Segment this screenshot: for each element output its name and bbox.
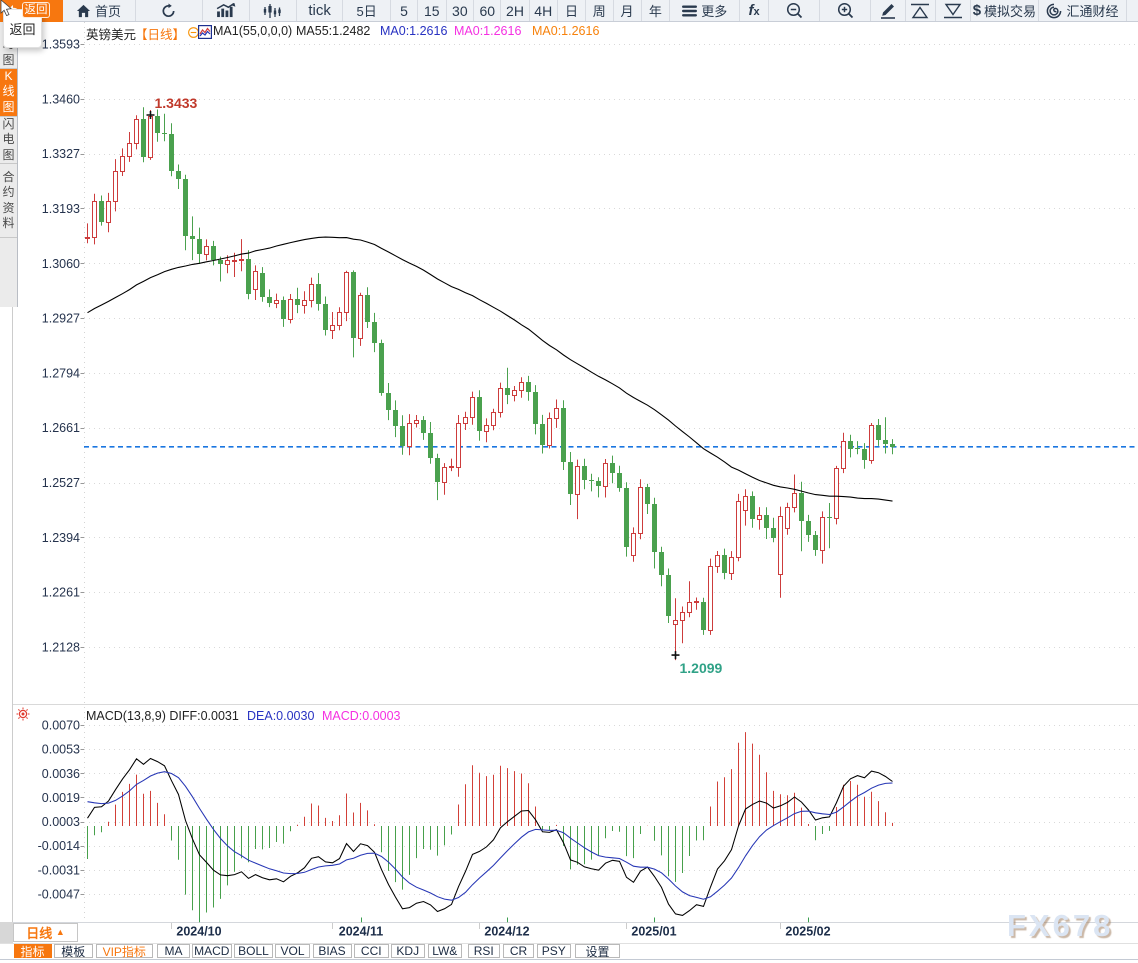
svg-text:1.3327: 1.3327 [42, 147, 80, 161]
svg-text:-0.0031: -0.0031 [38, 863, 80, 877]
svg-text:0.0003: 0.0003 [42, 815, 80, 829]
svg-text:0.0070: 0.0070 [42, 719, 80, 733]
svg-text:1.3433: 1.3433 [155, 95, 198, 111]
svg-text:2024/10: 2024/10 [176, 925, 221, 939]
svg-text:-0.0047: -0.0047 [38, 888, 80, 902]
svg-text:1.3193: 1.3193 [42, 202, 80, 216]
svg-text:1.2661: 1.2661 [42, 421, 80, 435]
svg-text:2025/01: 2025/01 [631, 925, 676, 939]
svg-text:1.2261: 1.2261 [42, 586, 80, 600]
svg-text:2024/11: 2024/11 [339, 925, 384, 939]
svg-text:1.3460: 1.3460 [42, 92, 80, 106]
svg-text:1.2128: 1.2128 [42, 641, 80, 655]
svg-text:1.3060: 1.3060 [42, 257, 80, 271]
svg-text:1.2394: 1.2394 [42, 531, 80, 545]
svg-text:-0.0014: -0.0014 [38, 839, 80, 853]
svg-text:2025/02: 2025/02 [785, 925, 830, 939]
svg-text:1.2927: 1.2927 [42, 312, 80, 326]
svg-text:0.0019: 0.0019 [42, 791, 80, 805]
svg-text:0.0053: 0.0053 [42, 743, 80, 757]
svg-text:2024/12: 2024/12 [484, 925, 529, 939]
svg-text:1.2099: 1.2099 [680, 660, 723, 676]
svg-text:1.2527: 1.2527 [42, 476, 80, 490]
svg-text:1.2794: 1.2794 [42, 366, 80, 380]
svg-text:1.3593: 1.3593 [42, 38, 80, 52]
svg-text:0.0036: 0.0036 [42, 767, 80, 781]
